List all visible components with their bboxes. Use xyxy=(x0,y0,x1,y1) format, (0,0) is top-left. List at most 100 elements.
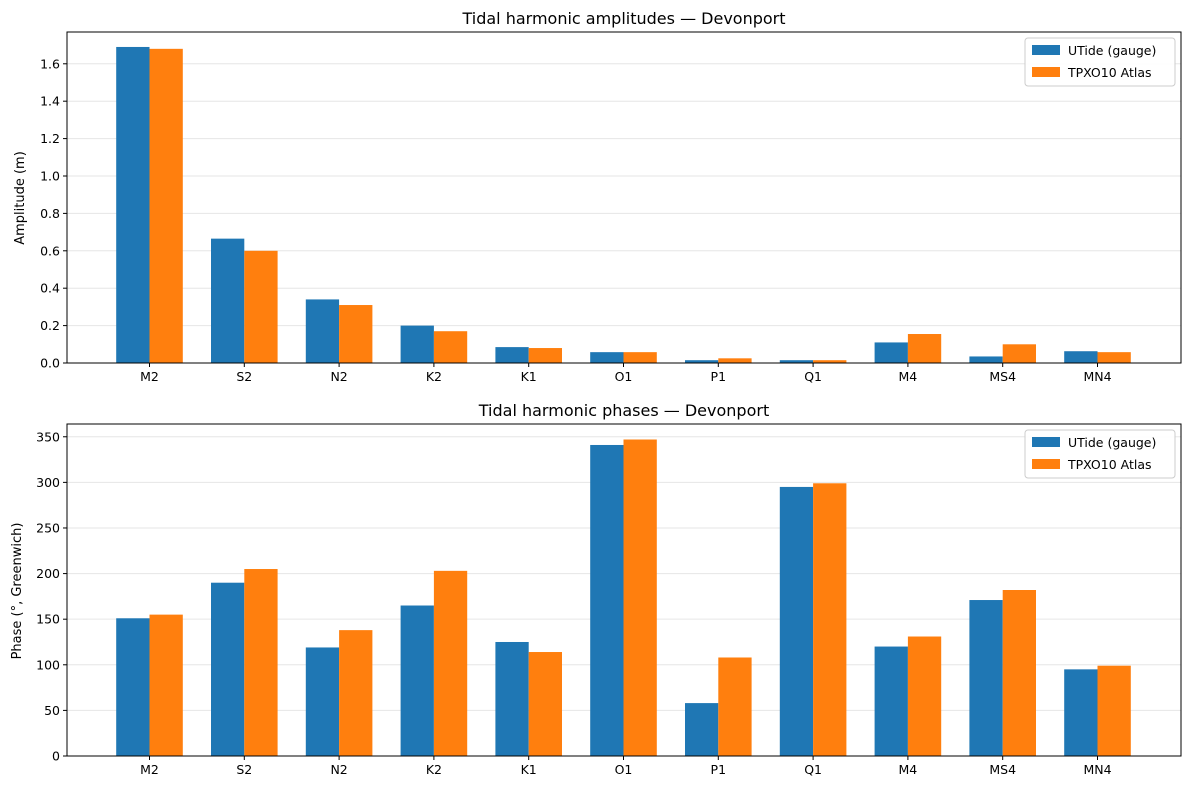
bar-tpxo-o1 xyxy=(623,439,657,756)
legend-label-tpxo: TPXO10 Atlas xyxy=(1067,65,1152,80)
x-tick-label: Q1 xyxy=(804,762,822,777)
y-tick-label: 50 xyxy=(44,703,60,718)
y-tick-label: 350 xyxy=(36,429,60,444)
y-tick-label: 250 xyxy=(36,520,60,535)
y-tick-label: 0.6 xyxy=(40,243,60,258)
bar-tpxo-ms4 xyxy=(1002,344,1036,363)
x-tick-label: S2 xyxy=(236,762,252,777)
bar-utide-n2 xyxy=(305,299,340,363)
bar-tpxo-k1 xyxy=(528,652,562,756)
bar-utide-q1 xyxy=(779,360,814,363)
bar-utide-m2 xyxy=(116,618,150,756)
x-tick-label: N2 xyxy=(330,369,347,384)
x-tick-label: P1 xyxy=(711,762,727,777)
y-tick-label: 0.2 xyxy=(40,318,60,333)
x-tick-label: M4 xyxy=(899,762,918,777)
bar-tpxo-s2 xyxy=(244,250,278,363)
y-tick-label: 100 xyxy=(36,657,60,672)
bar-tpxo-mn4 xyxy=(1097,665,1131,756)
y-tick-label: 1.2 xyxy=(40,131,60,146)
bar-utide-n2 xyxy=(305,647,340,756)
x-tick-label: K2 xyxy=(426,762,442,777)
y-tick-label: 0.4 xyxy=(40,281,60,296)
bar-tpxo-m2 xyxy=(149,614,183,756)
legend-swatch-tpxo xyxy=(1032,459,1060,469)
chart-title: Tidal harmonic phases — Devonport xyxy=(478,401,769,420)
bar-utide-mn4 xyxy=(1064,669,1098,756)
phase-panel: Tidal harmonic phases — Devonport Phase … xyxy=(10,401,1182,777)
y-tick-label: 0.0 xyxy=(40,356,60,371)
y-tick-label: 0 xyxy=(52,749,60,764)
x-tick-label: MN4 xyxy=(1083,762,1111,777)
bar-utide-ms4 xyxy=(969,600,1003,756)
y-tick-label: 150 xyxy=(36,612,60,627)
x-axis-ticks: M2 S2 N2 K2 K1 O1 P1 Q1 M4 MS4 MN4 xyxy=(140,756,1112,777)
legend-swatch-utide xyxy=(1032,45,1060,55)
x-tick-label: O1 xyxy=(615,369,633,384)
bar-utide-k1 xyxy=(495,641,529,756)
x-tick-label: MS4 xyxy=(989,762,1016,777)
legend: UTide (gauge) TPXO10 Atlas xyxy=(1024,429,1176,479)
bar-tpxo-p1 xyxy=(718,657,752,756)
bar-tpxo-n2 xyxy=(339,630,373,756)
legend-box xyxy=(1024,37,1176,87)
legend-swatch-utide xyxy=(1032,437,1060,447)
bar-tpxo-ms4 xyxy=(1002,590,1036,756)
bar-utide-k2 xyxy=(400,325,434,363)
x-tick-label: K2 xyxy=(426,369,442,384)
bar-utide-mn4 xyxy=(1064,351,1098,363)
bar-tpxo-n2 xyxy=(339,305,373,363)
bar-utide-k2 xyxy=(400,605,434,756)
legend-swatch-tpxo xyxy=(1032,67,1060,77)
bar-utide-q1 xyxy=(779,486,814,756)
bar-tpxo-p1 xyxy=(718,358,752,363)
bar-tpxo-s2 xyxy=(244,569,278,756)
x-tick-label: M4 xyxy=(899,369,918,384)
x-tick-label: M2 xyxy=(140,369,159,384)
bar-utide-s2 xyxy=(211,582,245,756)
bar-utide-o1 xyxy=(590,444,624,756)
x-tick-label: O1 xyxy=(615,762,633,777)
x-tick-label: MN4 xyxy=(1083,369,1111,384)
bar-utide-m4 xyxy=(874,342,908,363)
bar-tpxo-k2 xyxy=(433,570,468,756)
legend-label-utide: UTide (gauge) xyxy=(1068,435,1156,450)
y-axis-ticks: 0 50 100 150 200 250 300 350 xyxy=(36,429,67,764)
x-tick-label: N2 xyxy=(330,762,347,777)
y-axis-ticks: 0.0 0.2 0.4 0.6 0.8 1.0 1.2 1.4 1.6 xyxy=(40,56,67,371)
bar-tpxo-q1 xyxy=(813,483,847,756)
x-tick-label: K1 xyxy=(521,762,537,777)
y-axis-label: Phase (°, Greenwich) xyxy=(10,523,25,660)
x-axis-ticks: M2 S2 N2 K2 K1 O1 P1 Q1 M4 MS4 MN4 xyxy=(140,363,1112,384)
bar-tpxo-q1 xyxy=(813,360,847,363)
legend-label-utide: UTide (gauge) xyxy=(1068,43,1156,58)
bar-utide-ms4 xyxy=(969,356,1003,363)
y-tick-label: 1.0 xyxy=(40,168,60,183)
y-tick-label: 1.6 xyxy=(40,56,60,71)
bar-utide-m2 xyxy=(116,46,150,364)
y-tick-label: 0.8 xyxy=(40,206,60,221)
x-tick-label: M2 xyxy=(140,762,159,777)
legend: UTide (gauge) TPXO10 Atlas xyxy=(1024,37,1176,87)
bar-tpxo-m4 xyxy=(907,334,942,363)
bar-tpxo-k2 xyxy=(433,331,468,363)
chart-title: Tidal harmonic amplitudes — Devonport xyxy=(461,9,785,28)
bar-tpxo-m4 xyxy=(907,636,942,756)
bars xyxy=(116,46,1131,364)
x-tick-label: MS4 xyxy=(989,369,1016,384)
amplitude-panel: Tidal harmonic amplitudes — Devonport Am… xyxy=(13,9,1182,384)
bar-utide-p1 xyxy=(685,703,719,756)
y-axis-label: Amplitude (m) xyxy=(13,151,28,245)
bar-utide-k1 xyxy=(495,347,529,363)
bar-tpxo-m2 xyxy=(149,48,183,364)
x-tick-label: S2 xyxy=(236,369,252,384)
bar-utide-s2 xyxy=(211,238,245,363)
bars xyxy=(116,439,1131,756)
bar-tpxo-k1 xyxy=(528,348,562,363)
x-tick-label: P1 xyxy=(711,369,727,384)
y-tick-label: 1.4 xyxy=(40,94,60,109)
legend-box xyxy=(1024,429,1176,479)
x-tick-label: Q1 xyxy=(804,369,822,384)
bar-utide-m4 xyxy=(874,646,908,756)
